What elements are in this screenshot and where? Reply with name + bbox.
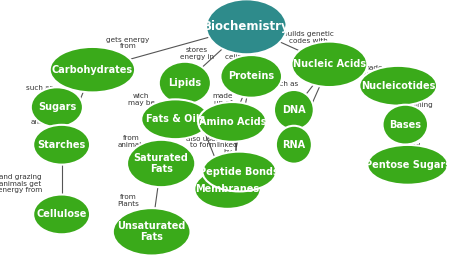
Text: Cellulose: Cellulose [36, 209, 87, 219]
Text: wich
may be: wich may be [128, 93, 155, 106]
Text: Bases: Bases [389, 120, 421, 130]
Text: linked
by: linked by [217, 142, 238, 155]
Ellipse shape [194, 169, 261, 209]
Text: also used
to form: also used to form [186, 136, 220, 148]
Text: and grazing
animals get
energy from: and grazing animals get energy from [0, 174, 42, 193]
Ellipse shape [202, 152, 276, 191]
Ellipse shape [198, 102, 266, 142]
Text: Proteins: Proteins [228, 71, 274, 81]
Text: such as: such as [271, 81, 298, 87]
Text: Carbohydrates: Carbohydrates [52, 65, 133, 75]
Text: from
animals: from animals [117, 135, 146, 148]
Ellipse shape [220, 55, 282, 98]
Text: Pentose Sugars: Pentose Sugars [365, 160, 451, 170]
Text: builds
cells with: builds cells with [225, 47, 259, 60]
Ellipse shape [292, 42, 367, 87]
Ellipse shape [31, 87, 83, 127]
Text: Membranes: Membranes [195, 184, 260, 194]
Text: Unsaturated
Fats: Unsaturated Fats [118, 221, 186, 242]
Text: from
Plants: from Plants [117, 194, 139, 207]
Text: and: and [408, 143, 421, 148]
Text: Nucleic Acids: Nucleic Acids [293, 59, 366, 69]
Text: RNA: RNA [283, 140, 305, 150]
Text: Starches: Starches [37, 140, 86, 150]
Text: gets energy
from: gets energy from [106, 36, 150, 49]
Text: Nucleicotides: Nucleicotides [361, 81, 435, 91]
Text: stores
energy in: stores energy in [180, 47, 214, 60]
Ellipse shape [206, 0, 287, 54]
Text: Sugars: Sugars [38, 102, 76, 112]
Ellipse shape [367, 145, 448, 185]
Text: containing: containing [396, 102, 434, 108]
Ellipse shape [50, 47, 135, 92]
Text: Peptide Bonds: Peptide Bonds [200, 166, 279, 177]
Text: and: and [30, 119, 44, 125]
Text: Fats & Oils: Fats & Oils [146, 114, 205, 124]
Text: builds genetic
codes with: builds genetic codes with [283, 31, 334, 44]
Ellipse shape [383, 105, 428, 144]
Text: Biochemistry: Biochemistry [203, 20, 290, 33]
Ellipse shape [159, 62, 211, 105]
Ellipse shape [141, 99, 210, 139]
Ellipse shape [33, 195, 90, 234]
Ellipse shape [359, 66, 437, 106]
Text: Amino Acids: Amino Acids [199, 117, 266, 127]
Text: and: and [278, 118, 291, 124]
Text: such as: such as [26, 85, 53, 91]
Ellipse shape [274, 90, 314, 130]
Text: DNA: DNA [282, 105, 306, 115]
Ellipse shape [33, 125, 90, 165]
Ellipse shape [276, 126, 312, 164]
Text: Lipids: Lipids [168, 78, 201, 88]
Text: Saturated
Fats: Saturated Fats [134, 153, 189, 174]
Ellipse shape [113, 208, 191, 255]
Text: made
up of: made up of [363, 65, 383, 77]
Ellipse shape [127, 140, 195, 187]
Text: made
up of: made up of [212, 93, 233, 106]
